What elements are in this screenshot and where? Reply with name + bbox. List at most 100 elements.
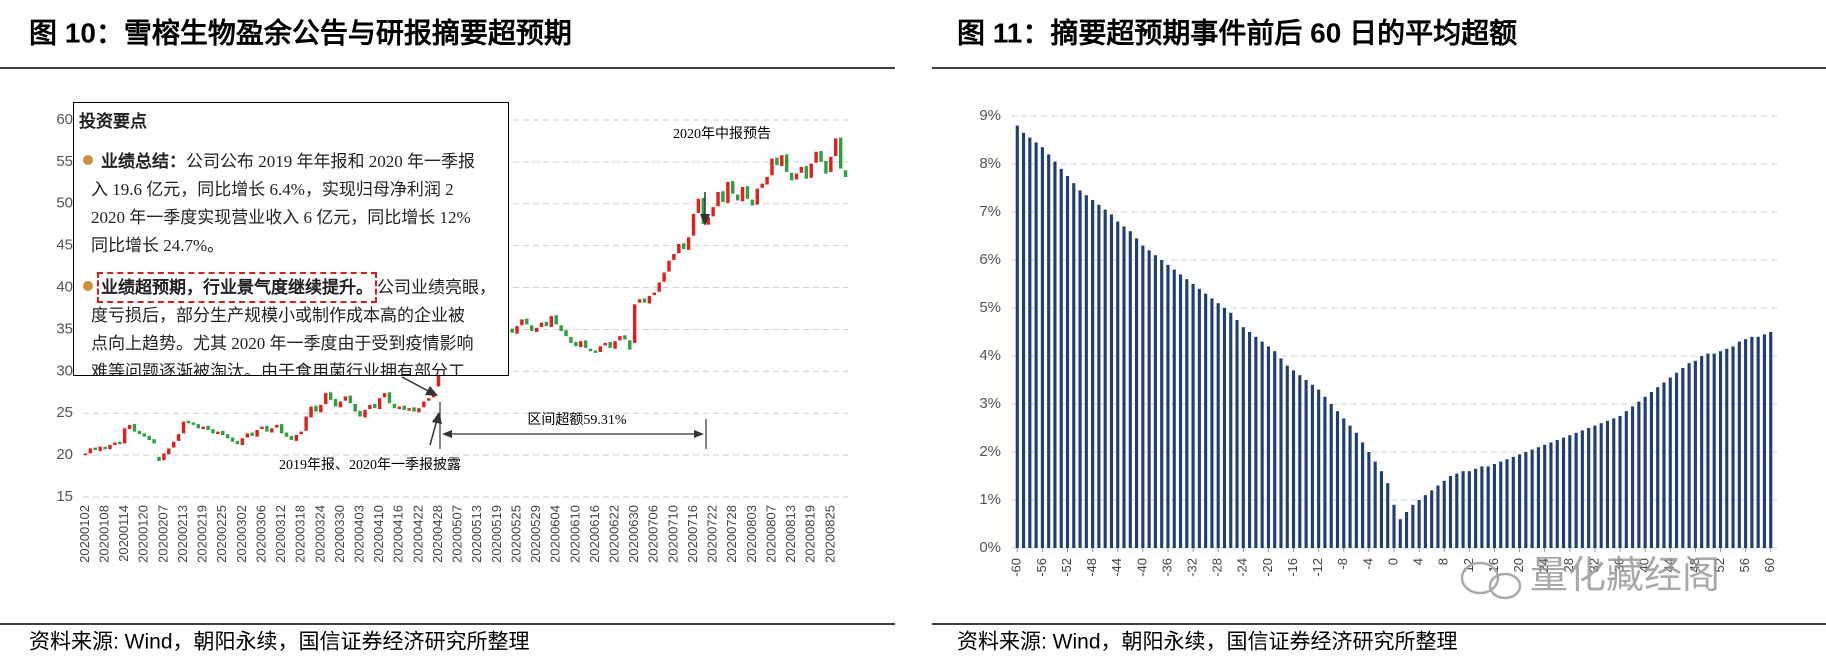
candle-body: [108, 445, 112, 450]
bar: [1191, 284, 1195, 548]
bar: [1310, 384, 1314, 548]
candle-body: [559, 325, 563, 332]
x-tick-label: 20200819: [803, 505, 818, 563]
candle-body: [294, 435, 299, 441]
x-tick-label: 20200207: [155, 505, 170, 563]
bar: [1141, 245, 1145, 548]
bar: [1348, 425, 1352, 548]
bullet: [83, 281, 93, 291]
bar: [1398, 519, 1402, 548]
bar: [1612, 418, 1616, 548]
bar: [1674, 372, 1679, 548]
x-tick-label: 16: [1486, 558, 1501, 572]
bar: [1442, 480, 1446, 548]
bar: [1486, 466, 1490, 548]
bar: [1034, 142, 1038, 548]
candle-body: [510, 328, 514, 333]
candle-body: [819, 150, 823, 162]
candle-body: [274, 424, 279, 428]
candle-body: [529, 325, 534, 332]
bar: [1329, 404, 1333, 548]
x-tick-label: -48: [1084, 558, 1099, 577]
candle-body: [284, 432, 289, 437]
x-tick-label: 60: [1762, 558, 1777, 572]
bar: [1065, 176, 1070, 548]
x-tick-label: 20200318: [293, 505, 308, 563]
bar: [1518, 454, 1522, 548]
candle-body: [191, 422, 196, 425]
candle-body: [716, 192, 720, 207]
bar: [1618, 416, 1622, 548]
y-tick-label: 30: [56, 362, 73, 379]
bar: [1530, 449, 1534, 548]
candle-body: [83, 453, 88, 456]
bar: [1153, 255, 1157, 548]
x-tick-label: 20200529: [528, 505, 543, 563]
y-tick-label: 15: [56, 488, 73, 505]
candle-body: [147, 435, 151, 441]
candle-body: [726, 181, 730, 203]
x-tick-label: 20200604: [548, 505, 563, 563]
x-tick-label: -16: [1285, 558, 1300, 577]
candle-body: [373, 404, 377, 409]
candle-body: [834, 138, 838, 157]
candle-body: [319, 404, 323, 413]
candle-body: [701, 197, 706, 224]
candle-body: [103, 446, 107, 450]
candle-body: [93, 447, 97, 451]
candle-body: [539, 322, 544, 327]
x-tick-label: 20200525: [508, 505, 523, 563]
text-line: 2020 年一季度实现营业收入 6 亿元，同比增长 12%: [91, 208, 471, 227]
bar: [1455, 473, 1459, 548]
plot: 0%1%2%3%4%5%6%7%8%9%-60 -56 -52 -48 -44 -40 -3…: [979, 107, 1777, 577]
candle-body: [216, 431, 220, 435]
candle-body: [593, 350, 598, 353]
candle-body: [775, 157, 779, 166]
candle-body: [127, 424, 132, 430]
bar: [1235, 320, 1239, 548]
x-tick-label: 20200330: [332, 505, 347, 563]
bar: [1128, 231, 1132, 548]
bar: [1718, 351, 1723, 548]
candle-body: [245, 433, 249, 438]
bar: [1222, 308, 1227, 548]
candle-body: [196, 424, 200, 429]
bar: [1185, 279, 1189, 548]
x-tick-label: 4: [1411, 558, 1426, 565]
candle-body: [422, 401, 426, 408]
bar: [1386, 483, 1390, 548]
label: 业绩超预期，行业景气度继续提升。: [97, 272, 377, 303]
bar: [1543, 444, 1547, 548]
x-tick-label: 20200213: [175, 505, 190, 563]
candle-body: [682, 243, 686, 250]
y-tick-label: 50: [56, 195, 73, 212]
text: 公司公布 2019 年年报和 2020 年一季报: [186, 152, 475, 171]
x-tick-label: 8: [1436, 558, 1451, 565]
x-tick-label: 20200410: [371, 505, 386, 563]
candle-body: [162, 453, 166, 461]
x-tick-label: 28: [1561, 558, 1576, 572]
bar: [1254, 336, 1258, 548]
candle-body: [427, 398, 431, 401]
bar: [1580, 430, 1584, 548]
bar: [1737, 341, 1741, 548]
bar: [1436, 485, 1440, 548]
logo: [1460, 561, 1500, 595]
text-line: 业绩超预期，行业景气度继续提升。 公司业绩亮眼，: [97, 272, 496, 303]
candle-body: [603, 342, 607, 346]
y-tick-label: 25: [56, 404, 73, 421]
bar: [1467, 471, 1471, 548]
bar: [1649, 392, 1653, 548]
bar: [1197, 288, 1201, 548]
candle-body: [824, 161, 828, 174]
bar: [1681, 368, 1685, 548]
bar: [1744, 339, 1748, 548]
bar: [1172, 269, 1176, 548]
candle-body: [407, 408, 411, 411]
candle-body: [279, 424, 284, 434]
x-tick-label: 44: [1662, 558, 1677, 572]
candle-body: [843, 170, 848, 177]
bar: [1524, 452, 1528, 548]
bar: [1599, 423, 1603, 548]
